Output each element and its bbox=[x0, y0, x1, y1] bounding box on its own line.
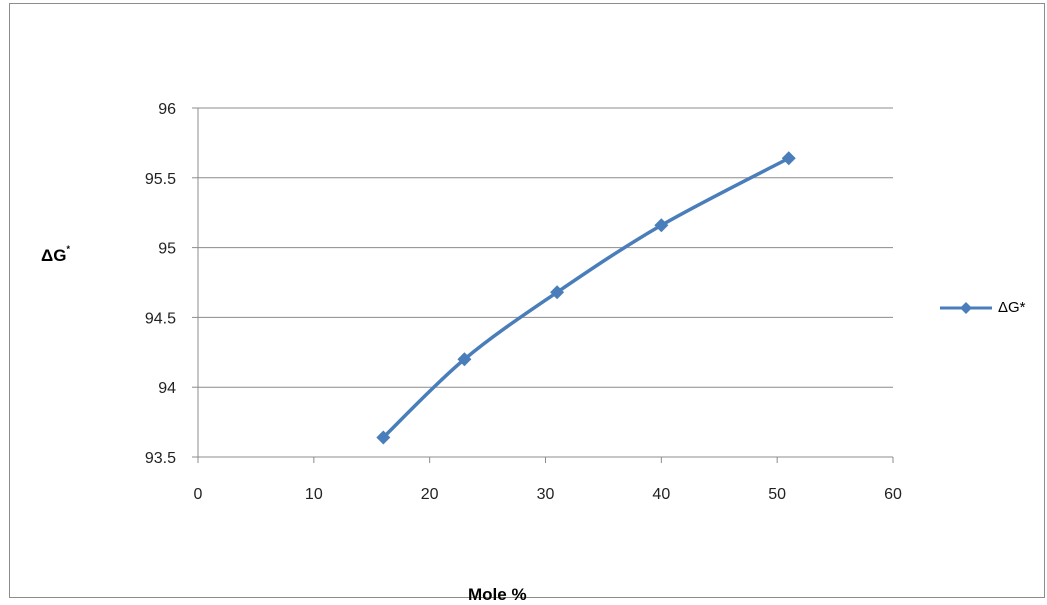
data-point-marker bbox=[457, 352, 472, 367]
x-tick-label: 60 bbox=[884, 486, 902, 503]
data-series bbox=[376, 151, 796, 445]
data-point-marker bbox=[376, 430, 391, 445]
legend: ΔG* bbox=[940, 299, 1026, 316]
y-tick-label: 96 bbox=[158, 101, 176, 118]
x-tick-label: 0 bbox=[194, 486, 203, 503]
legend-label: ΔG* bbox=[998, 299, 1026, 316]
x-tick-label: 20 bbox=[421, 486, 439, 503]
x-tick-label: 40 bbox=[652, 486, 670, 503]
x-tick-label: 50 bbox=[768, 486, 786, 503]
series-line bbox=[382, 156, 790, 439]
y-tick-label: 95.5 bbox=[145, 171, 176, 188]
y-tick-label: 93.5 bbox=[145, 450, 176, 467]
legend-marker-icon bbox=[940, 301, 992, 314]
y-tick-label: 94 bbox=[158, 380, 176, 397]
data-point-marker bbox=[781, 151, 796, 166]
y-tick-label: 94.5 bbox=[145, 310, 176, 327]
x-tick-label: 10 bbox=[305, 486, 323, 503]
y-axis-title: ΔG* bbox=[41, 244, 70, 265]
x-tick-label: 30 bbox=[537, 486, 555, 503]
chart-frame bbox=[9, 3, 1045, 598]
data-point-marker bbox=[654, 218, 669, 233]
axes bbox=[192, 107, 894, 463]
data-point-marker bbox=[550, 285, 565, 300]
tick-labels: 93.5 94 94.5 95 95.5 96 0 10 20 30 40 50 60 bbox=[145, 101, 902, 503]
x-axis-title: Mole % bbox=[468, 585, 527, 604]
y-tick-label: 95 bbox=[158, 241, 176, 258]
